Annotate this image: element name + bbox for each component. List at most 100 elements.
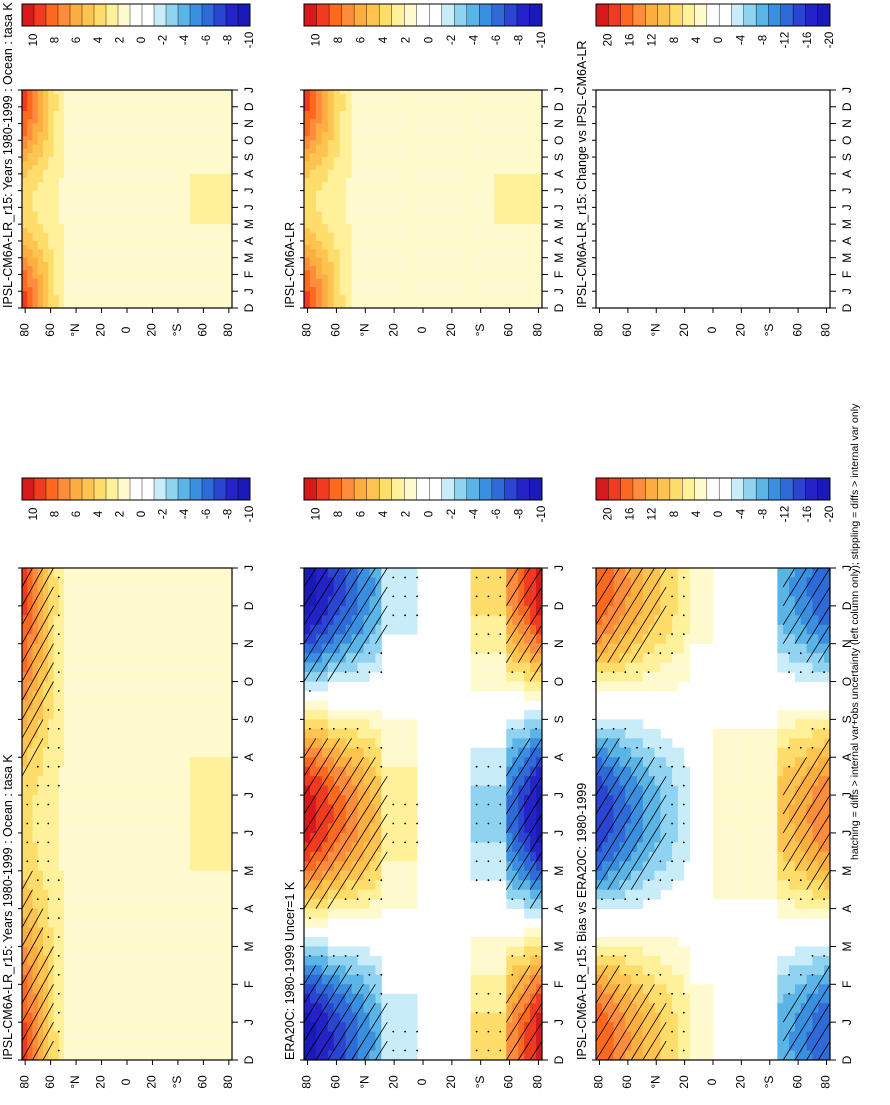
field-cell xyxy=(174,805,180,815)
field-cell xyxy=(471,937,477,947)
field-cell xyxy=(399,748,405,758)
field-cell xyxy=(132,748,138,758)
field-cell xyxy=(777,606,783,616)
field-cell xyxy=(222,568,228,578)
field-cell xyxy=(494,852,500,862)
field-cell xyxy=(59,871,65,881)
field-cell xyxy=(85,852,91,862)
field-cell xyxy=(85,767,91,777)
field-cell xyxy=(477,814,483,824)
field-cell xyxy=(127,682,133,692)
field-cell xyxy=(725,880,731,890)
field-cell xyxy=(369,1051,375,1061)
field-cell xyxy=(138,880,144,890)
stipple-dot xyxy=(26,842,28,844)
field-cell xyxy=(190,738,196,748)
field-cell xyxy=(80,738,86,748)
field-cell xyxy=(169,852,175,862)
field-cell xyxy=(111,786,117,796)
field-cell xyxy=(174,625,180,635)
field-cell xyxy=(304,568,310,578)
field-cell xyxy=(69,1051,75,1061)
field-cell xyxy=(795,880,801,890)
field-cell xyxy=(530,1003,536,1013)
field-cell xyxy=(328,625,334,635)
field-cell xyxy=(185,899,191,909)
field-cell xyxy=(684,634,690,644)
field-cell xyxy=(719,786,725,796)
field-cell xyxy=(43,833,49,843)
field-cell xyxy=(169,663,175,673)
field-cell xyxy=(666,672,672,682)
stipple-dot xyxy=(58,652,60,654)
field-cell xyxy=(185,748,191,758)
field-cell xyxy=(731,729,737,739)
field-cell xyxy=(375,814,381,824)
x-tick-label: S xyxy=(242,715,256,723)
field-cell xyxy=(483,975,489,985)
field-cell xyxy=(64,682,70,692)
field-cell xyxy=(153,833,159,843)
field-cell xyxy=(22,842,28,852)
field-cell xyxy=(174,672,180,682)
field-cell xyxy=(364,899,370,909)
field-cell xyxy=(222,1032,228,1042)
field-cell xyxy=(69,965,75,975)
field-cell xyxy=(164,748,170,758)
field-cell xyxy=(393,615,399,625)
field-cell xyxy=(772,814,778,824)
field-cell xyxy=(54,786,60,796)
field-cell xyxy=(75,842,81,852)
field-cell xyxy=(216,596,222,606)
field-cell xyxy=(211,596,217,606)
field-cell xyxy=(643,663,649,673)
field-cell xyxy=(530,568,536,578)
field-cell xyxy=(211,984,217,994)
field-cell xyxy=(387,814,393,824)
field-cell xyxy=(54,1022,60,1032)
field-cell xyxy=(387,861,393,871)
field-cell xyxy=(375,1022,381,1032)
field-cell xyxy=(596,568,602,578)
field-cell xyxy=(211,1013,217,1023)
field-cell xyxy=(334,577,340,587)
field-cell xyxy=(216,890,222,900)
x-tick-label: F xyxy=(552,981,566,988)
field-cell xyxy=(222,644,228,654)
field-cell xyxy=(201,691,207,701)
field-cell xyxy=(375,625,381,635)
field-cell xyxy=(602,634,608,644)
field-cell xyxy=(795,663,801,673)
field-cell xyxy=(33,682,39,692)
field-cell xyxy=(96,937,102,947)
field-cell xyxy=(518,729,524,739)
field-cell xyxy=(340,1041,346,1051)
field-cell xyxy=(352,710,358,720)
stipple-dot xyxy=(416,614,418,616)
field-cell xyxy=(649,729,655,739)
field-cell xyxy=(164,928,170,938)
field-cell xyxy=(159,814,165,824)
field-cell xyxy=(614,786,620,796)
field-cell xyxy=(731,795,737,805)
field-cell xyxy=(399,871,405,881)
field-cell xyxy=(206,577,212,587)
field-cell xyxy=(666,682,672,692)
field-cell xyxy=(524,786,530,796)
field-cell xyxy=(608,776,614,786)
field-cell xyxy=(310,653,316,663)
field-cell xyxy=(777,710,783,720)
field-cell xyxy=(387,1022,393,1032)
field-cell xyxy=(748,890,754,900)
field-cell xyxy=(304,625,310,635)
field-cell xyxy=(304,965,310,975)
field-cell xyxy=(725,814,731,824)
x-tick-label: J xyxy=(552,565,566,571)
field-cell xyxy=(153,918,159,928)
field-cell xyxy=(148,833,154,843)
field-cell xyxy=(304,795,310,805)
field-cell xyxy=(524,577,530,587)
field-cell xyxy=(206,776,212,786)
field-cell xyxy=(48,928,54,938)
field-cell xyxy=(631,672,637,682)
